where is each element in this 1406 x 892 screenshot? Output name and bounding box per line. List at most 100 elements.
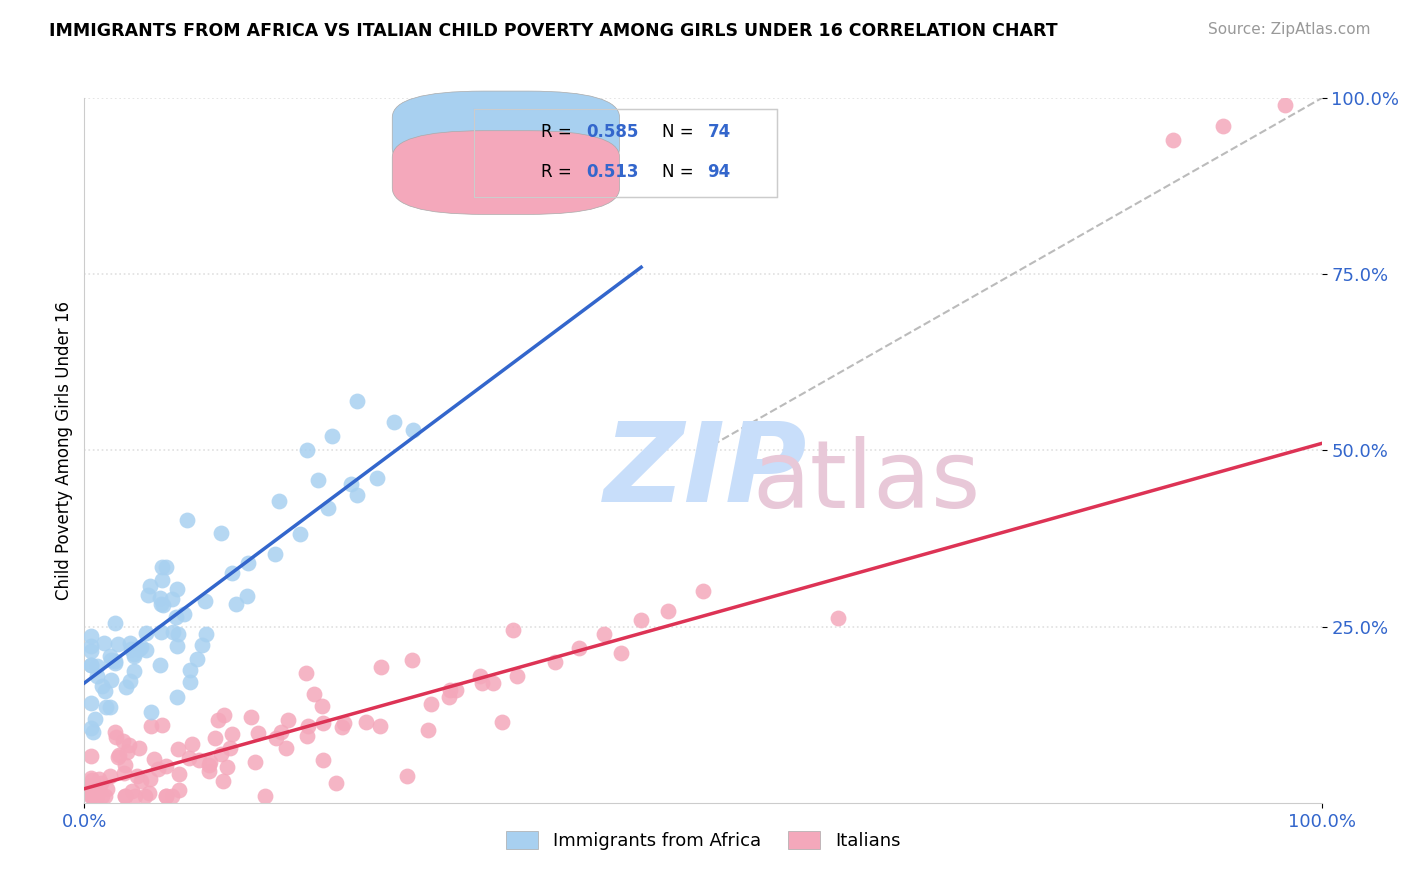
Point	[204, 731, 226, 745]
Point	[114, 789, 136, 803]
Point	[134, 625, 156, 640]
Point	[491, 714, 513, 729]
Point	[120, 641, 142, 656]
Point	[150, 573, 173, 587]
Point	[143, 752, 166, 766]
Point	[136, 588, 159, 602]
Point	[191, 638, 214, 652]
Legend: Immigrants from Africa, Italians: Immigrants from Africa, Italians	[499, 823, 907, 857]
Point	[104, 657, 127, 671]
Point	[263, 547, 285, 561]
Point	[166, 639, 188, 653]
Point	[177, 750, 200, 764]
Point	[1212, 120, 1234, 134]
Point	[107, 637, 129, 651]
Point	[167, 627, 190, 641]
Point	[370, 659, 392, 673]
Point	[86, 789, 108, 803]
Point	[114, 681, 136, 695]
Point	[827, 611, 849, 625]
Point	[118, 636, 141, 650]
Point	[219, 740, 242, 755]
Point	[104, 724, 127, 739]
Point	[149, 625, 172, 640]
Point	[181, 737, 204, 751]
Point	[212, 708, 235, 723]
Point	[84, 712, 107, 726]
Point	[207, 714, 229, 728]
Point	[79, 696, 101, 710]
Point	[125, 769, 148, 783]
Point	[692, 584, 714, 599]
Point	[141, 706, 163, 720]
Point	[325, 776, 347, 790]
Point	[212, 774, 235, 789]
Point	[247, 726, 270, 740]
Point	[312, 716, 335, 731]
Point	[209, 747, 232, 761]
Point	[277, 713, 299, 727]
Point	[437, 690, 460, 704]
Point	[93, 636, 115, 650]
Point	[98, 649, 121, 664]
Point	[122, 649, 145, 664]
Point	[96, 781, 118, 796]
Point	[176, 513, 198, 527]
Point	[90, 789, 112, 803]
Point	[79, 658, 101, 673]
Point	[155, 789, 177, 803]
Point	[148, 762, 170, 776]
Point	[481, 676, 503, 690]
Point	[276, 740, 298, 755]
Point	[122, 664, 145, 678]
Point	[209, 526, 232, 541]
Point	[543, 655, 565, 669]
Point	[100, 673, 122, 688]
Point	[135, 643, 157, 657]
Point	[122, 647, 145, 661]
Point	[90, 776, 112, 790]
Text: ZIP: ZIP	[605, 418, 807, 525]
Point	[134, 789, 156, 803]
Point	[502, 623, 524, 637]
Point	[139, 719, 162, 733]
Point	[401, 653, 423, 667]
Point	[94, 683, 117, 698]
Point	[79, 778, 101, 792]
Point	[86, 659, 108, 673]
Point	[129, 640, 152, 655]
Point	[82, 725, 104, 739]
Point	[253, 789, 276, 803]
Point	[173, 607, 195, 621]
Point	[368, 719, 391, 733]
Point	[103, 654, 125, 668]
Point	[304, 687, 326, 701]
Point	[115, 746, 138, 760]
Point	[593, 626, 616, 640]
Point	[239, 710, 262, 724]
Text: IMMIGRANTS FROM AFRICA VS ITALIAN CHILD POVERTY AMONG GIRLS UNDER 16 CORRELATION: IMMIGRANTS FROM AFRICA VS ITALIAN CHILD …	[49, 22, 1057, 40]
Point	[114, 789, 136, 803]
Point	[221, 566, 243, 581]
Point	[150, 559, 173, 574]
Point	[568, 640, 591, 655]
Point	[139, 579, 162, 593]
Point	[167, 783, 190, 797]
Point	[346, 487, 368, 501]
Point	[295, 729, 318, 743]
Point	[165, 610, 187, 624]
Point	[295, 665, 318, 680]
Point	[98, 769, 121, 783]
Point	[166, 582, 188, 596]
Point	[79, 789, 101, 803]
Point	[188, 753, 211, 767]
Point	[1161, 133, 1184, 147]
Point	[179, 675, 201, 690]
Point	[439, 682, 461, 697]
Point	[128, 642, 150, 657]
Point	[104, 615, 127, 630]
Point	[321, 429, 343, 443]
Point	[506, 669, 529, 683]
Point	[129, 773, 152, 788]
Point	[108, 747, 131, 762]
